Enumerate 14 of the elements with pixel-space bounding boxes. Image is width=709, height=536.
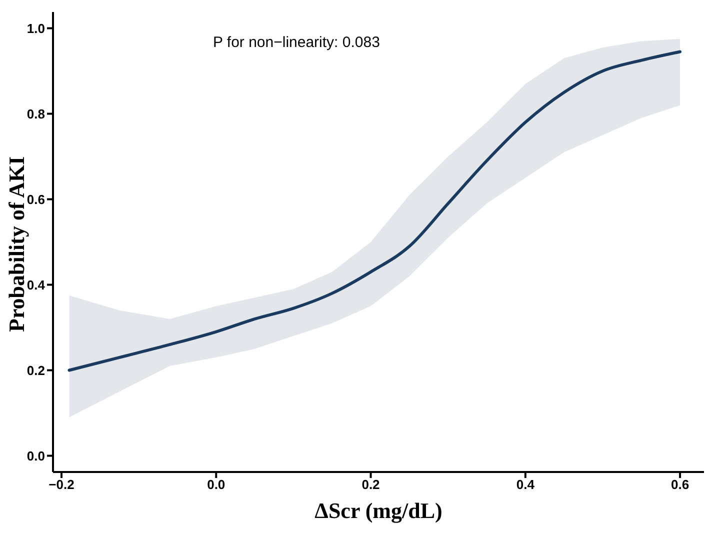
annotation: P for non−linearity: 0.083 xyxy=(213,34,380,51)
x-axis-title: ΔScr (mg/dL) xyxy=(314,498,442,523)
x-tick-label: −0.2 xyxy=(48,477,74,492)
x-tick-label: 0.4 xyxy=(516,477,536,492)
y-tick-label: 0.4 xyxy=(26,277,46,292)
y-tick-label: 0.2 xyxy=(26,362,45,378)
y-tick-label: 0.6 xyxy=(26,192,45,207)
line-series xyxy=(68,50,682,372)
y-tick-label: 1.0 xyxy=(26,20,45,36)
x-tick-label: 0.6 xyxy=(670,477,690,492)
y-tick-label: 0.8 xyxy=(26,106,45,122)
y-tick-label: 0.0 xyxy=(26,448,45,464)
x-tick-label: 0.0 xyxy=(207,477,226,492)
x-tick-label: 0.2 xyxy=(362,477,380,492)
